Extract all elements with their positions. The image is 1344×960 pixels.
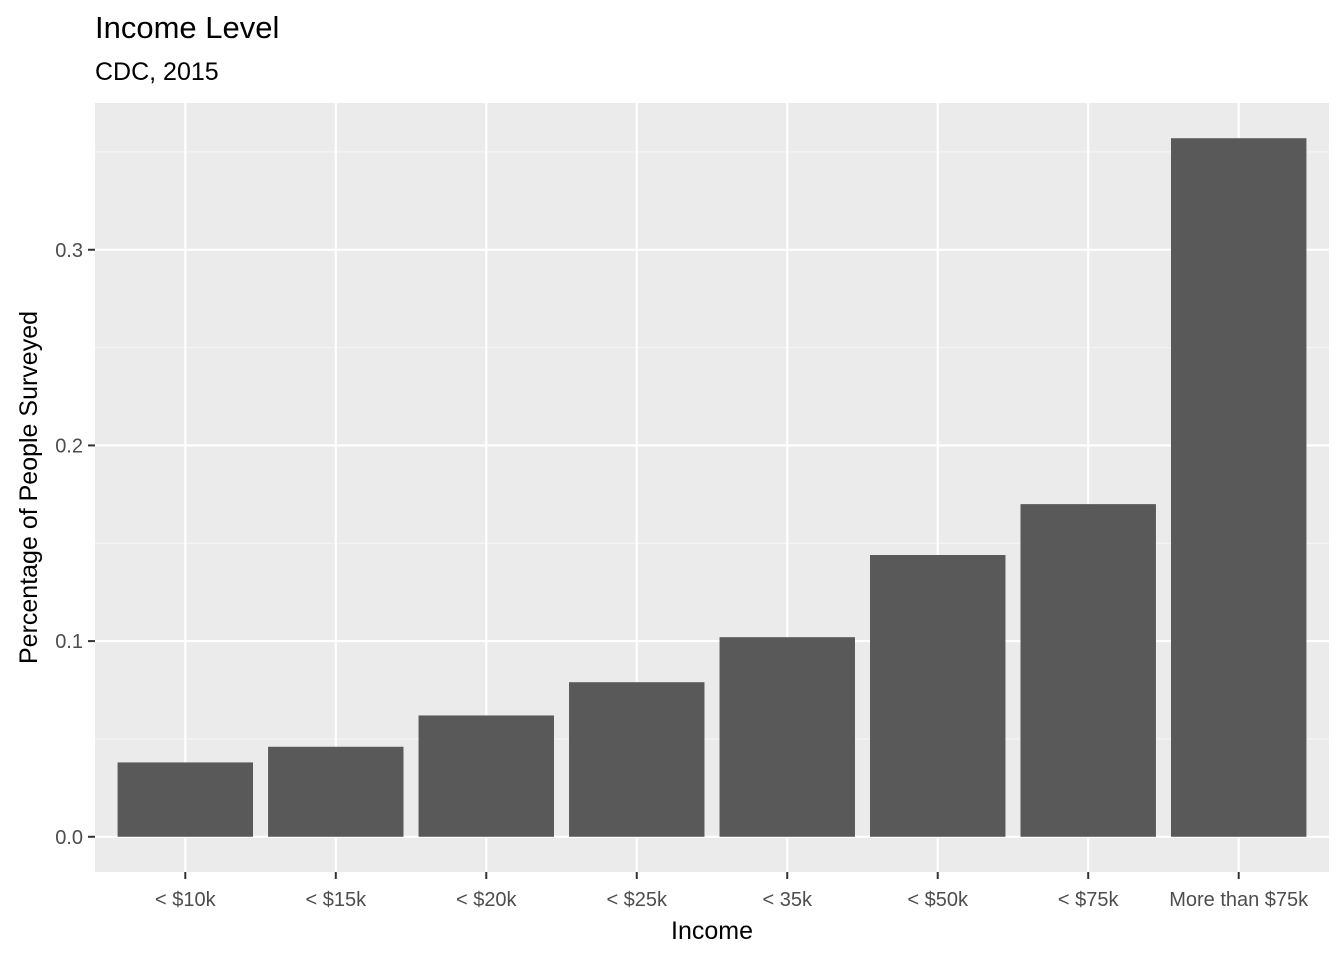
x-tick-label: < $25k — [606, 889, 668, 911]
bar — [719, 637, 855, 837]
x-axis: < $10k < $15k < $20k < $25k < 35k < $50k < $75… — [155, 872, 1309, 911]
x-tick-label: < $10k — [155, 889, 217, 911]
bar — [1170, 138, 1307, 837]
x-tick-label: < $50k — [907, 889, 969, 911]
bar — [870, 555, 1006, 837]
x-tick-label: < $75k — [1058, 889, 1120, 911]
y-axis: 0.0 0.1 0.2 0.3 — [55, 240, 95, 849]
bar — [1020, 504, 1156, 837]
bar — [268, 746, 404, 837]
y-tick-label: 0.1 — [55, 631, 83, 653]
x-tick-label: < 35k — [763, 889, 813, 911]
x-axis-title: Income — [671, 917, 753, 945]
y-tick-label: 0.3 — [55, 240, 83, 262]
bar — [569, 682, 705, 837]
x-tick-label: < $15k — [305, 889, 367, 911]
y-tick-label: 0.2 — [55, 435, 83, 457]
x-tick-label: < $20k — [456, 889, 518, 911]
chart-subtitle: CDC, 2015 — [95, 58, 219, 86]
y-axis-title: Percentage of People Surveyed — [15, 311, 43, 664]
bars — [117, 138, 1307, 837]
bar — [117, 762, 254, 837]
x-tick-label: More than $75k — [1169, 889, 1309, 911]
y-tick-label: 0.0 — [55, 827, 83, 849]
chart-title: Income Level — [95, 10, 280, 45]
bar — [418, 715, 554, 837]
